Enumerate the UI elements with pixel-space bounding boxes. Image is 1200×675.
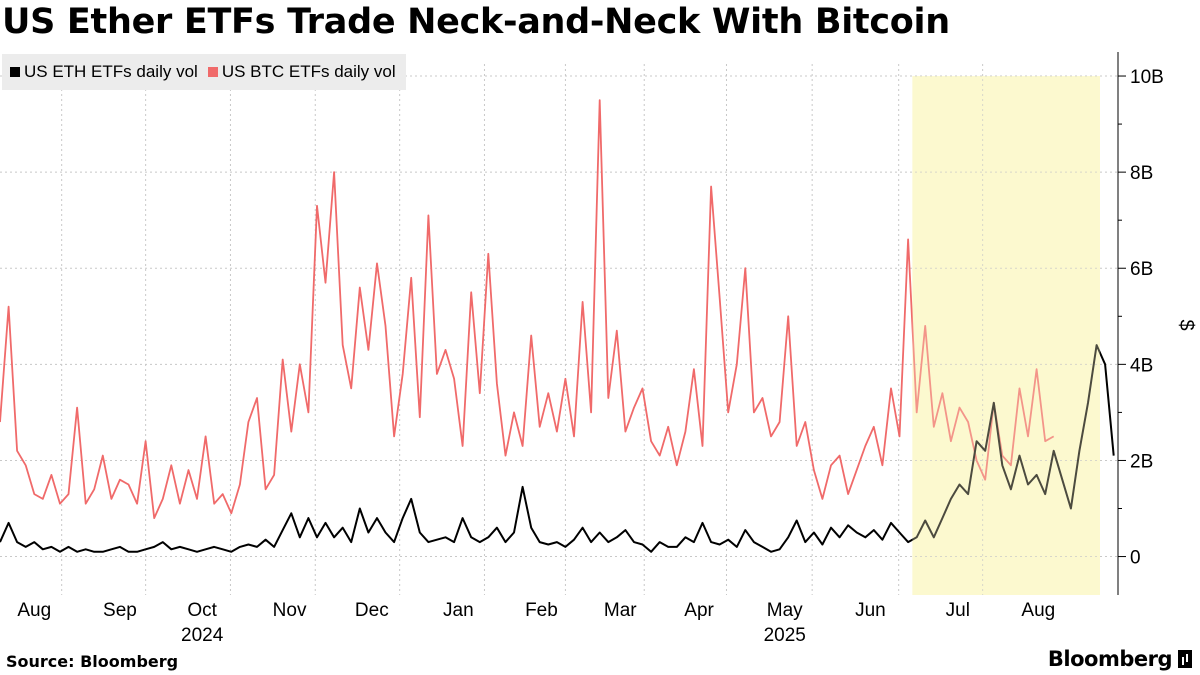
chart-title: US Ether ETFs Trade Neck-and-Neck With B… (2, 2, 950, 42)
x-tick-label: Mar (604, 600, 637, 621)
x-tick-label: May (767, 600, 803, 621)
legend-label-btc: US BTC ETFs daily vol (221, 62, 396, 81)
legend-label-eth: US ETH ETFs daily vol (24, 62, 198, 81)
x-tick-label: Sep (103, 600, 137, 621)
y-tick-label: 10B (1130, 67, 1164, 88)
brand-name: Bloomberg (1047, 647, 1173, 671)
y-tick-label: 2B (1130, 451, 1153, 472)
btc-volume-line (0, 99, 1055, 519)
source-note: Source: Bloomberg (6, 652, 179, 671)
x-tick-label: Dec (355, 600, 389, 621)
x-year-label: 2025 (764, 625, 806, 646)
x-tick-label: Oct (187, 600, 217, 621)
legend-item-btc: US BTC ETFs daily vol (207, 62, 396, 82)
series-layer (0, 76, 1115, 595)
y-tick-label: 0 (1130, 548, 1141, 569)
y-tick-label: 4B (1130, 355, 1153, 376)
x-tick-label: Jan (443, 600, 474, 621)
brand-logo: Bloomberg (1048, 647, 1192, 671)
x-tick-label: Apr (684, 600, 714, 621)
bloomberg-chart-icon (1178, 650, 1192, 668)
x-tick-label: Nov (273, 600, 307, 621)
legend: US ETH ETFs daily vol US BTC ETFs daily … (2, 54, 406, 90)
grid-layer (0, 64, 1118, 595)
x-tick-label: Aug (17, 600, 51, 621)
x-year-label: 2024 (181, 625, 224, 646)
axis-layer: 0 2B 4B 6B 8B 10B $ Aug Sep Oct Nov Dec Jan Feb Mar Apr… (17, 52, 1197, 646)
legend-swatch-eth (10, 67, 20, 77)
y-tick-label: 6B (1130, 259, 1153, 280)
x-tick-label: Jul (946, 600, 970, 621)
highlight-band (912, 76, 1100, 595)
eth-volume-line (0, 344, 1115, 553)
x-tick-label: Aug (1021, 600, 1055, 621)
x-tick-label: Feb (525, 600, 558, 621)
y-tick-label: 8B (1130, 163, 1153, 184)
legend-item-eth: US ETH ETFs daily vol (10, 62, 198, 82)
x-tick-label: Jun (855, 600, 886, 621)
y-axis-label: $ (1175, 319, 1197, 330)
highlight-overlay (912, 76, 1100, 595)
legend-swatch-btc (207, 67, 218, 77)
